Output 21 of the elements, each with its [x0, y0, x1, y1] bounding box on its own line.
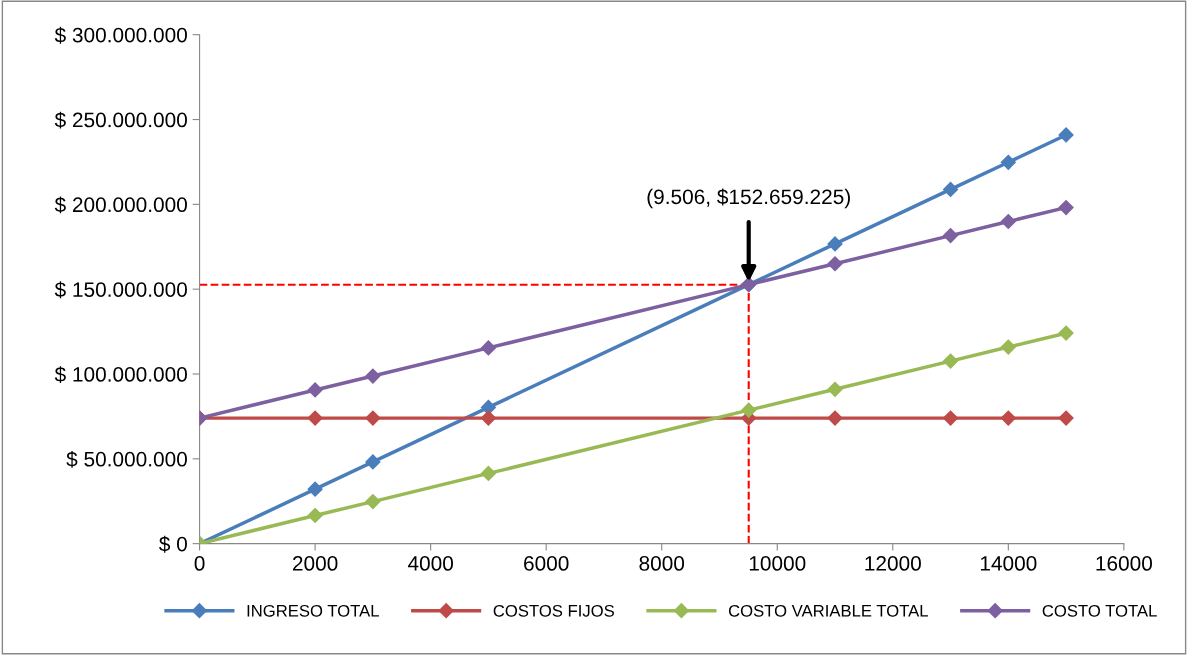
y-tick-label: $ 150.000.000 — [54, 281, 187, 299]
legend-label: COSTOS FIJOS — [493, 604, 614, 617]
legend-label: INGRESO TOTAL — [247, 604, 379, 617]
x-tick-label: 4000 — [407, 556, 454, 571]
y-tick-label: $ 100.000.000 — [54, 366, 187, 383]
x-tick-label: 6000 — [524, 556, 569, 571]
legend-label: COSTO VARIABLE TOTAL — [728, 604, 928, 617]
annotation: (9.506, $152.659.225) — [647, 188, 850, 209]
y-tick-label: $ 200.000.000 — [54, 196, 187, 214]
x-tick-label: 12000 — [865, 556, 921, 571]
y-tick-label: $ 250.000.000 — [54, 111, 187, 129]
x-tick-label: 16000 — [1096, 556, 1152, 571]
x-tick-label: 2000 — [292, 556, 338, 571]
x-tick-label: 14000 — [980, 556, 1037, 571]
y-tick-label: $ 0 — [159, 535, 187, 553]
x-tick-label: 0 — [194, 556, 205, 571]
y-tick-label: $ 50.000.000 — [66, 450, 187, 468]
x-tick-label: 10000 — [749, 556, 806, 571]
y-tick-label: $ 300.000.000 — [54, 26, 187, 44]
x-tick-label: 8000 — [639, 556, 685, 571]
legend-label: COSTO TOTAL — [1042, 604, 1157, 617]
